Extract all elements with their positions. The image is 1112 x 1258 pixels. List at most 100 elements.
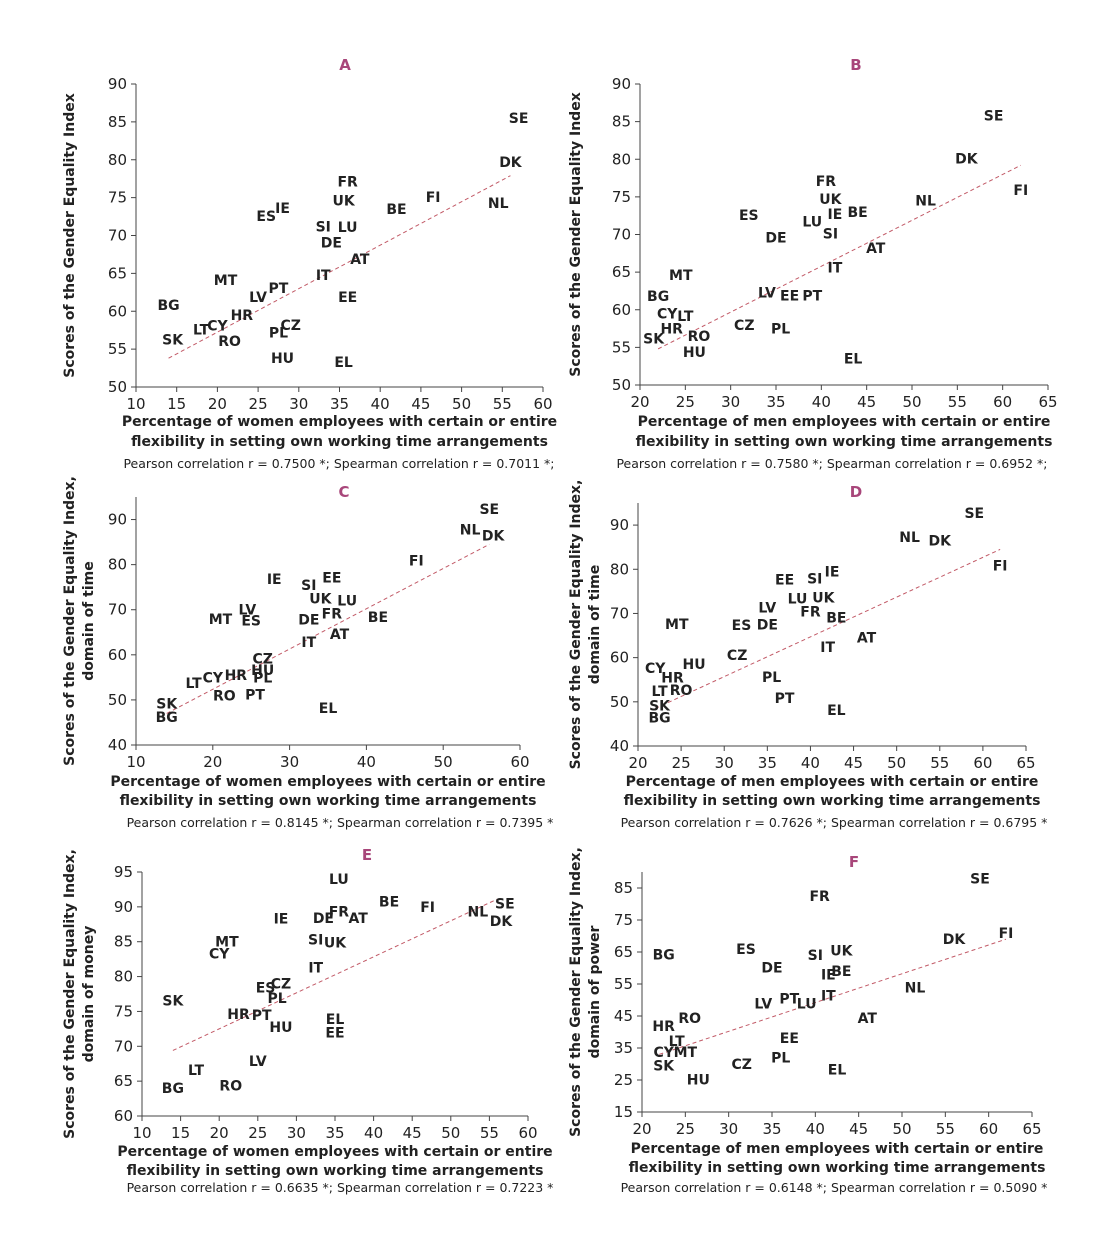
point-label-it: IT [301,635,316,651]
x-tick-label: 50 [434,753,453,771]
point-label-ie: IE [821,967,836,983]
y-tick-label: 65 [614,943,633,961]
point-label-ie: IE [275,201,290,217]
point-label-uk: UK [332,194,355,210]
x-tick-label: 15 [167,395,186,413]
x-tick-label: 60 [510,753,529,771]
x-tick-label: 45 [857,393,876,411]
x-tick-label: 30 [287,1124,306,1142]
point-label-lv: LV [758,285,776,301]
point-label-bg: BG [648,711,670,727]
x-tick-label: 45 [844,754,863,772]
point-label-se: SE [984,109,1004,125]
point-label-ee: EE [775,572,794,588]
x-tick-label: 10 [132,1124,151,1142]
point-label-se: SE [509,111,529,127]
y-tick-label: 85 [612,113,631,131]
point-label-lv: LV [758,601,776,617]
point-label-cy: CY [207,319,228,335]
x-tick-label: 50 [902,393,921,411]
point-label-hu: HU [269,1020,292,1036]
trendline [655,548,1001,709]
point-label-cy: CY [209,947,230,963]
x-tick-label: 20 [210,1124,229,1142]
point-label-fi: FI [426,190,441,206]
chart-panel-d: D 40 50 60 70 80 90 20 25 30 35 40 45 50 55 60 65 SE NL DK F… [568,480,1047,830]
y-tick-label: 80 [114,968,133,986]
x-tick-label: 20 [630,393,649,411]
x-tick-label: 45 [403,1124,422,1142]
point-label-sk: SK [162,993,184,1009]
point-label-cz: CZ [727,648,747,664]
point-label-lt: LT [188,1063,205,1079]
point-label-sk: SK [653,1059,675,1075]
y-tick-label: 45 [614,1007,633,1025]
point-label-es: ES [736,942,756,958]
point-label-be: BE [368,610,388,626]
x-tick-label: 30 [719,1120,738,1138]
point-label-mt: MT [665,617,689,633]
correlation-note: Pearson correlation r = 0.6148 *; Spearm… [621,1180,1048,1195]
point-label-cy: CY [203,670,224,686]
point-label-uk: UK [309,591,332,607]
point-label-bg: BG [157,298,179,314]
y-tick-label: 60 [612,301,631,319]
point-label-nl: NL [915,194,936,210]
point-label-si: SI [316,219,331,235]
point-label-fi: FI [993,558,1008,574]
x-tick-label: 55 [480,1124,499,1142]
x-axis-label: flexibility in setting own working time … [629,1160,1046,1176]
point-label-ie: IE [267,572,282,588]
x-tick-label: 60 [973,754,992,772]
point-label-es: ES [256,209,276,225]
x-tick-label: 50 [887,754,906,772]
y-axis-label: Scores of the Gender Equality Index [568,92,584,376]
y-tick-label: 40 [610,737,629,755]
x-tick-label: 25 [249,395,268,413]
point-label-lu: LU [797,997,817,1013]
point-label-si: SI [823,227,838,243]
x-tick-label: 65 [1022,1120,1041,1138]
point-label-fr: FR [816,174,837,190]
chart-panel-e: E 60 65 70 75 80 85 90 95 10 15 20 25 30 35 40 45 50 55 60 L… [62,846,553,1195]
y-tick-label: 75 [114,1002,133,1020]
y-tick-label: 55 [612,338,631,356]
chart-title: E [362,846,372,864]
chart-panel-a: A 50 55 60 65 70 75 80 85 90 10 15 20 25 30 35 40 45 50 55 6… [62,56,557,471]
point-label-ro: RO [218,334,241,350]
x-axis-label: flexibility in setting own working time … [131,434,548,450]
point-label-cz: CZ [280,318,300,334]
y-axis-label: Scores of the Gender Equality Index [62,93,78,377]
point-label-hr: HR [660,322,683,338]
y-axis-label: Scores of the Gender Equality Index, [62,849,78,1139]
x-axis-label: flexibility in setting own working time … [636,434,1053,450]
point-label-lu: LU [337,594,357,610]
point-label-lu: LU [329,872,349,888]
point-label-de: DE [321,235,342,251]
point-label-be: BE [831,964,851,980]
point-label-lv: LV [249,1054,267,1070]
point-label-hu: HU [682,657,705,673]
x-tick-label: 35 [762,1120,781,1138]
x-tick-label: 30 [721,393,740,411]
point-label-ie: IE [828,207,843,223]
x-tick-label: 35 [325,1124,344,1142]
point-label-pt: PT [779,991,799,1007]
point-label-hr: HR [231,308,254,324]
point-label-cy: CY [645,661,666,677]
point-label-de: DE [761,961,782,977]
point-label-it: IT [820,640,835,656]
point-label-at: AT [349,911,369,927]
point-label-es: ES [732,618,752,634]
point-label-bg: BG [156,710,178,726]
trendline [657,164,1022,350]
point-label-mt: MT [209,612,233,628]
point-label-se: SE [964,506,984,522]
point-label-fr: FR [329,905,350,921]
y-tick-label: 60 [108,302,127,320]
chart-panel-b: B 50 55 60 65 70 75 80 85 90 20 25 30 35 40 45 50 55 60 65 S… [568,56,1058,471]
point-label-si: SI [308,933,323,949]
x-tick-label: 40 [357,753,376,771]
point-label-dk: DK [482,528,506,544]
point-label-se: SE [495,896,515,912]
